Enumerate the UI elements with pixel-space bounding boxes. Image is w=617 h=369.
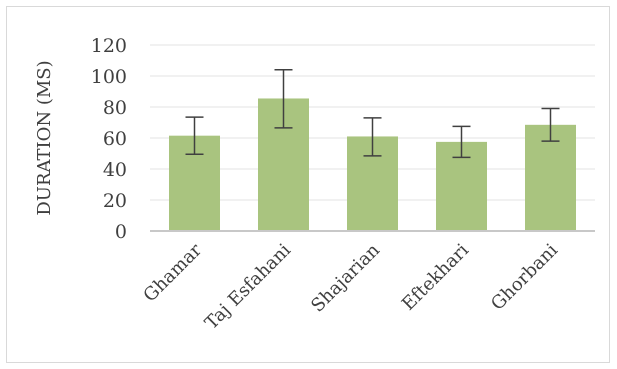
- x-tick-label: Ghamar: [139, 239, 206, 306]
- y-tick-label: 0: [115, 221, 127, 243]
- x-tick-label: Ghorbani: [487, 240, 562, 315]
- error-bars: [185, 69, 560, 159]
- y-tick-label: 60: [103, 128, 127, 150]
- bar: [525, 124, 576, 231]
- chart-frame: 0 20 40 60 80 100 120 Ghamar Taj Esfahani Shajar…: [6, 6, 610, 363]
- x-tick-label: Taj Esfahani: [201, 240, 295, 334]
- y-tick-labels: 0 20 40 60 80 100 120: [91, 35, 127, 243]
- y-tick-label: 100: [91, 66, 127, 88]
- y-tick-label: 80: [103, 97, 127, 119]
- y-axis-label: DURATION (MS): [34, 60, 55, 215]
- y-tick-label: 20: [103, 190, 127, 212]
- y-tick-label: 40: [103, 159, 127, 181]
- x-tick-label: Eftekhari: [398, 240, 473, 315]
- y-tick-label: 120: [91, 35, 127, 57]
- x-tick-label: Shajarian: [307, 239, 384, 316]
